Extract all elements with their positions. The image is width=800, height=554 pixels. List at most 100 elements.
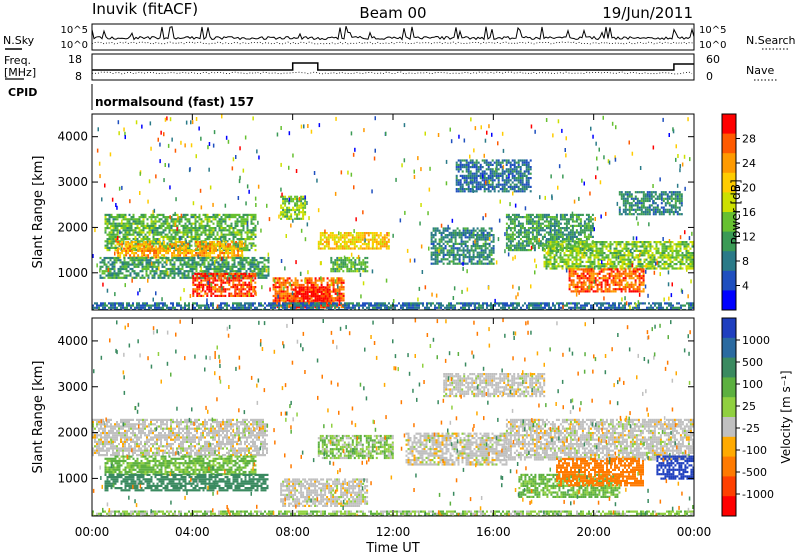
nave-tick-bottom: 0 [706, 70, 713, 83]
x-tick-label-6: 00:00 [677, 525, 712, 539]
freq-tick-bottom: 8 [75, 70, 82, 83]
colorbar-segment-0 [722, 318, 736, 339]
colorbar-segment-6 [722, 436, 736, 458]
colorbar-tick-4: 12 [742, 231, 756, 244]
nsky-trace [91, 26, 695, 41]
y-tick-label-1: 2000 [57, 426, 88, 440]
colorbar-segment-0 [722, 114, 736, 135]
heatmap-region-10 [455, 159, 532, 193]
colorbar-segment-5 [722, 417, 736, 438]
heatmap-region-10 [443, 373, 546, 398]
velocity-colorbar-label: Velocity [m s⁻¹] [779, 370, 793, 463]
y-tick-label-0: 1000 [57, 266, 88, 280]
colorbar-tick-2: 20 [742, 182, 756, 195]
nave-tick-top: 60 [706, 53, 720, 66]
colorbar-segment-7 [722, 251, 736, 272]
colorbar-tick-4: -25 [742, 422, 760, 435]
colorbar-segment-6 [722, 231, 736, 252]
cpid-label: CPID [8, 86, 37, 99]
colorbar-tick-3: 16 [742, 206, 756, 219]
colorbar-tick-5: -100 [742, 444, 767, 457]
heatmap-specks [92, 114, 693, 310]
power-ylabel: Slant Range [km] [31, 156, 46, 269]
nsearch-tick-top: 10^5 [699, 25, 726, 36]
heatmap-region-9 [430, 227, 495, 265]
power-colorbar-label: Power [dB] [729, 179, 743, 244]
freq-panel: Freq. [MHz] 18 8 60 0 Nave [4, 53, 778, 83]
velocity-ylabel: Slant Range [km] [31, 361, 46, 474]
y-tick-label-3: 4000 [57, 334, 88, 348]
heatmap-region-6 [505, 418, 694, 461]
colorbar-segment-3 [722, 377, 736, 398]
colorbar-tick-1: 500 [742, 356, 763, 369]
colorbar-segment-7 [722, 456, 736, 477]
nsearch-label: N.Search [746, 34, 796, 47]
heatmap-region-8 [330, 256, 369, 273]
heatmap-region-11 [92, 510, 694, 516]
x-tick-label-4: 16:00 [476, 525, 511, 539]
velocity-colorbar: 1000 500 100 25 -25 -100 -500 -1000 [721, 317, 774, 517]
colorbar-tick-6: 4 [742, 280, 749, 293]
freq-tick-top: 18 [68, 53, 82, 66]
cpid-text: normalsound (fast) 157 [95, 95, 254, 109]
colorbar-tick-7: -1000 [742, 488, 774, 501]
freq-label-2: [MHz] [4, 66, 36, 79]
colorbar-segment-9 [722, 496, 736, 517]
y-tick-label-3: 4000 [57, 130, 88, 144]
colorbar-segment-9 [722, 290, 736, 311]
colorbar-segment-1 [722, 337, 736, 359]
y-tick-label-2: 3000 [57, 175, 88, 189]
colorbar-segment-8 [722, 270, 736, 291]
heatmap-region-13 [568, 268, 645, 293]
colorbar-segment-2 [722, 357, 736, 378]
heatmap-region-0 [92, 418, 268, 457]
freq-label-1: Freq. [4, 54, 31, 67]
colorbar-tick-5: 8 [742, 255, 749, 268]
x-tick-label-0: 00:00 [75, 525, 110, 539]
colorbar-segment-8 [722, 476, 736, 497]
y-tick-label-2: 3000 [57, 380, 88, 394]
x-tick-label-5: 20:00 [576, 525, 611, 539]
heatmap-region-2 [104, 473, 269, 492]
colorbar-tick-1: 24 [742, 157, 756, 170]
heatmap-region-14 [618, 191, 683, 216]
heatmap-specks [92, 318, 694, 516]
colorbar-segment-1 [722, 133, 736, 154]
heatmap-region-4 [317, 434, 394, 460]
power-panel: 1000 2000 3000 4000 Slant Range [km] 28 24 20… [31, 113, 756, 311]
nsearch-trace [91, 41, 695, 45]
nsky-tick-top: 10^5 [61, 25, 88, 36]
velocity-heatmap-data [92, 318, 694, 516]
heatmap-region-12 [543, 241, 694, 270]
nsky-tick-bottom: 10^0 [61, 40, 88, 51]
station-title: Inuvik (fitACF) [92, 0, 198, 18]
heatmap-region-4 [280, 195, 307, 220]
colorbar-segment-2 [722, 153, 736, 174]
heatmap-region-15 [92, 302, 694, 310]
velocity-panel: 1000 2000 3000 4000 Slant Range [km] 1000 50… [31, 317, 793, 517]
heatmap-region-9 [656, 455, 694, 480]
y-tick-label-0: 1000 [57, 471, 88, 485]
nsky-label: N.Sky [3, 34, 35, 47]
y-tick-label-1: 2000 [57, 220, 88, 234]
colorbar-tick-0: 1000 [742, 334, 770, 347]
power-colorbar: 28 24 20 16 12 8 4 [721, 113, 756, 311]
colorbar-segment-5 [722, 212, 736, 233]
nave-label: Nave [746, 64, 774, 77]
time-xlabel: Time UT [365, 541, 419, 554]
colorbar-segment-4 [722, 397, 736, 418]
colorbar-tick-3: 25 [742, 400, 756, 413]
heatmap-region-3 [192, 272, 257, 297]
beam-label: Beam 00 [359, 4, 426, 22]
colorbar-segment-4 [722, 192, 736, 213]
date-label: 19/Jun/2011 [602, 4, 693, 22]
time-axis: 00:00 04:00 08:00 12:00 16:00 20:00 00:00 [75, 114, 712, 539]
power-heatmap-data [92, 114, 694, 310]
x-tick-label-2: 08:00 [275, 525, 310, 539]
heatmap-region-5 [405, 432, 508, 466]
colorbar-tick-2: 100 [742, 378, 763, 391]
nsearch-tick-bottom: 10^0 [699, 40, 726, 51]
x-tick-label-3: 12:00 [376, 525, 411, 539]
heatmap-region-7 [317, 232, 390, 250]
